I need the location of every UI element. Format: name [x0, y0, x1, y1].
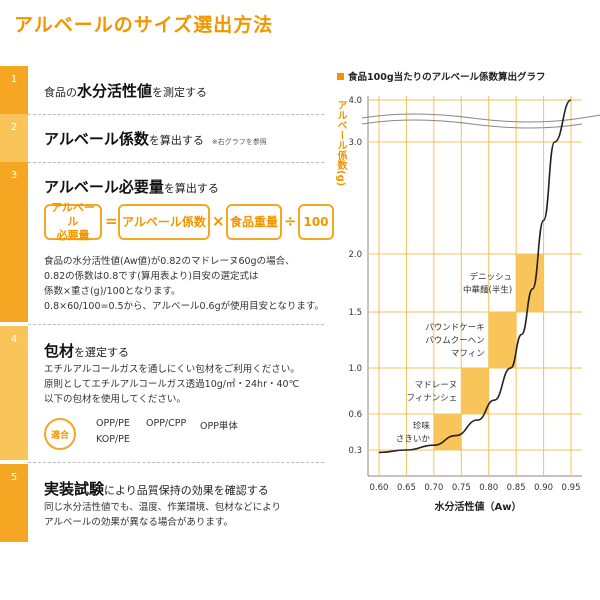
x-tick-label: 0.60 [370, 483, 389, 493]
food-band [461, 368, 489, 414]
x-tick-label: 0.95 [562, 483, 581, 493]
food-band [433, 414, 462, 450]
food-band [516, 254, 544, 312]
step-3-text: アルベール必要量を算出する [44, 178, 219, 196]
chart-title: 食品100g当たりのアルベール係数算出グラフ [347, 71, 546, 83]
y-tick-label: 0.6 [348, 410, 362, 420]
coefficient-curve [378, 99, 572, 454]
formula-box-coefficient: アルベール係数 [118, 204, 210, 240]
x-tick-label: 0.70 [424, 483, 443, 493]
packaging-item: OPP/CPP [146, 418, 187, 429]
divider [28, 162, 324, 163]
packaging-item: KOP/PE [96, 434, 130, 445]
formula-times: × [212, 212, 225, 230]
divider [28, 324, 324, 325]
step-2-text: アルベール係数を算出する ※右グラフを参照 [44, 130, 267, 148]
food-band-label: マドレーヌフィナンシェ [406, 381, 457, 404]
chart-x-ticks: 0.60 0.65 0.70 0.75 0.80 0.85 0.90 0.95 [370, 483, 581, 493]
step-4-body: エチルアルコールガスを通しにくい包材をご利用ください。 原則としてエチルアルコー… [44, 364, 300, 405]
formula-box-required: アルベール 必要量 [44, 201, 102, 242]
chart-bands: 珍味さきいか マドレーヌフィナンシェ パウンドケーキバウムクーヘンマフィン デニッシュ… [396, 254, 544, 450]
step-5-text: 実装試験により品質保持の効果を確認する [44, 480, 269, 498]
step-3-body: 食品の水分活性値(Aw値)が0.82のマドレーヌ60gの場合、 0.82の係数は… [44, 256, 324, 312]
y-tick-label: 0.3 [348, 446, 362, 456]
x-tick-label: 0.90 [534, 483, 553, 493]
step-3-bar: 3 [0, 162, 28, 322]
chart-grid [361, 96, 600, 477]
x-tick-label: 0.75 [452, 483, 471, 493]
step-2-bar: 2 [0, 114, 28, 162]
divider [28, 114, 324, 115]
food-band-label: 珍味さきいか [396, 421, 431, 445]
step-5-body: 同じ水分活性値でも、温度、作業環境、包材などにより アルベールの効果が異なる場合… [44, 502, 282, 528]
x-tick-label: 0.80 [479, 483, 498, 493]
chart-title-marker [337, 73, 344, 80]
axis-break [361, 113, 600, 123]
divider [28, 462, 324, 463]
y-tick-label: 1.5 [348, 308, 362, 318]
x-tick-label: 0.85 [507, 483, 526, 493]
y-tick-label: 4.0 [348, 96, 362, 106]
page-title: アルベールのサイズ選出方法 [14, 14, 274, 36]
packaging-item: OPP単体 [200, 421, 238, 432]
step-4-text: 包材を選定する [44, 342, 130, 360]
food-band-label: パウンドケーキバウムクーヘンマフィン [425, 323, 485, 359]
food-band [488, 312, 517, 368]
y-tick-label: 1.0 [348, 364, 362, 374]
food-band-label: デニッシュ中華麺(半生) [463, 272, 512, 296]
y-tick-label: 2.0 [348, 250, 362, 260]
compatible-badge: 適合 [44, 418, 76, 450]
packaging-item: OPP/PE [96, 418, 130, 429]
formula-divide: ÷ [284, 212, 297, 230]
step-5-bar: 5 [0, 464, 28, 542]
y-tick-label: 3.0 [348, 138, 362, 148]
step-2-note: ※右グラフを参照 [211, 138, 267, 146]
x-tick-label: 0.65 [397, 483, 416, 493]
formula-box-weight: 食品重量 [226, 204, 282, 240]
axis-break [361, 119, 583, 129]
formula-equals: = [105, 212, 118, 230]
chart-x-label: 水分活性値（Aw） [434, 500, 522, 513]
formula-box-100: 100 [298, 204, 334, 240]
step-1-text: 食品の水分活性値を測定する [44, 82, 208, 100]
chart-y-ticks: 0.3 0.6 1.0 1.5 2.0 3.0 4.0 [348, 96, 362, 456]
chart-y-label: アルベール係数(g) [335, 100, 346, 187]
chart-curve-group [378, 99, 572, 454]
step-4-bar: 4 [0, 326, 28, 460]
step-1-bar: 1 [0, 66, 28, 114]
